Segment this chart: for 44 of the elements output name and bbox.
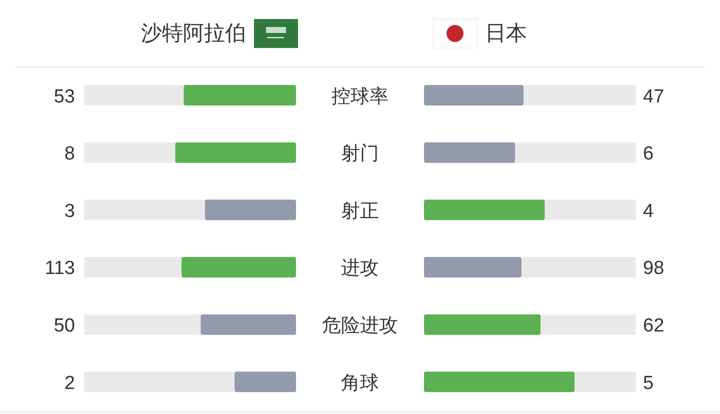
bar [424, 372, 575, 392]
bar [424, 256, 522, 278]
chart-title: 沙特阿拉伯 [141, 22, 246, 45]
text: 3 [64, 200, 75, 222]
text: 5 [643, 372, 654, 394]
bar [84, 200, 205, 220]
y-tick-label: 进攻 [341, 258, 379, 280]
bar [200, 314, 296, 335]
bar [204, 200, 296, 220]
bar [84, 314, 201, 335]
text: 98 [643, 258, 664, 280]
bar [524, 85, 636, 106]
bar [184, 85, 296, 106]
text: 6 [643, 144, 654, 165]
text: 47 [643, 86, 664, 108]
text: 53 [54, 86, 75, 108]
text: 62 [643, 316, 664, 337]
bar [515, 142, 636, 163]
text: 8 [64, 144, 75, 165]
bar [522, 256, 636, 278]
y-tick-label: 角球 [341, 372, 379, 394]
bar [84, 142, 176, 163]
y-tick-label: 控球率 [332, 85, 388, 108]
text: 50 [54, 316, 75, 337]
bar [175, 142, 296, 163]
text: 113 [44, 258, 75, 280]
bar [84, 85, 184, 106]
bar [574, 372, 636, 392]
text: 4 [643, 200, 654, 222]
bar [234, 372, 296, 392]
bar [84, 256, 182, 278]
y-tick-label: 危险进攻 [322, 316, 398, 337]
chart-title: 日本 [485, 22, 527, 45]
bar [84, 372, 235, 392]
y-tick-label: 射正 [341, 200, 379, 222]
bar [424, 85, 524, 106]
bar [424, 200, 545, 220]
bar [182, 256, 296, 278]
bar [540, 314, 636, 335]
y-tick-label: 射门 [341, 142, 379, 165]
bar [424, 314, 541, 335]
bar [544, 200, 636, 220]
text: 2 [64, 372, 75, 394]
bar [424, 142, 516, 163]
